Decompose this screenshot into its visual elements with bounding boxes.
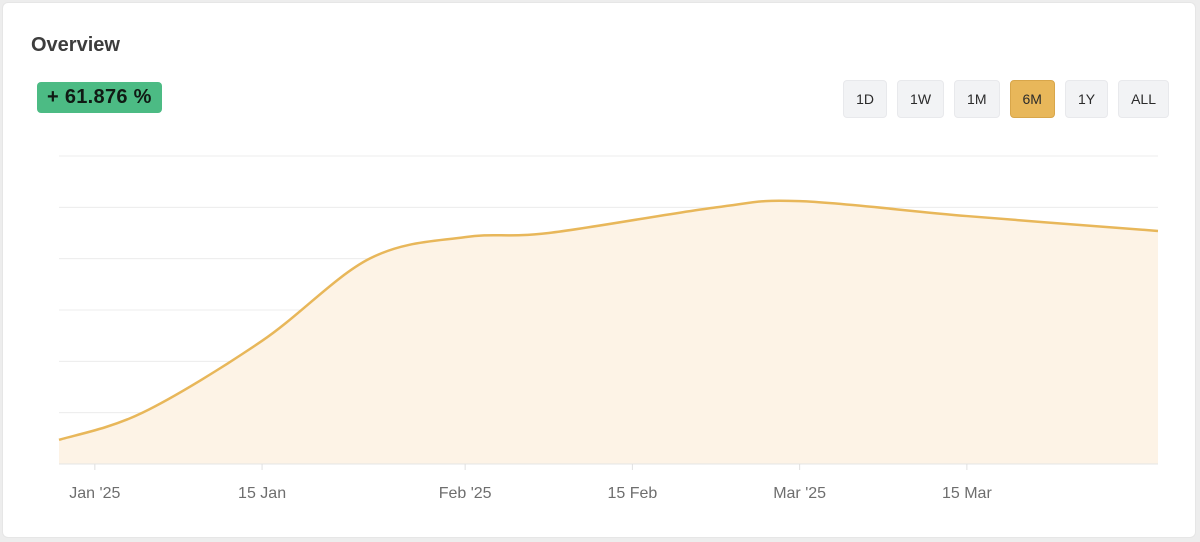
range-selector: 1D 1W 1M 6M 1Y ALL	[843, 80, 1169, 118]
x-tick-label: Mar '25	[773, 485, 826, 502]
range-button-1d[interactable]: 1D	[843, 80, 888, 118]
x-tick-label: Feb '25	[439, 485, 492, 502]
range-button-all[interactable]: ALL	[1118, 80, 1169, 118]
page-title: Overview	[31, 34, 120, 56]
x-tick-label: 15 Feb	[607, 485, 657, 502]
range-button-1m[interactable]: 1M	[954, 80, 1000, 118]
series-area	[59, 200, 1158, 464]
range-button-6m[interactable]: 6M	[1009, 80, 1055, 118]
change-badge: + 61.876 %	[37, 82, 162, 113]
x-tick-label: 15 Jan	[238, 485, 286, 502]
range-button-1y[interactable]: 1Y	[1064, 80, 1109, 118]
series-line	[58, 199, 1159, 442]
x-tick-label: 15 Mar	[942, 485, 992, 502]
range-button-1w[interactable]: 1W	[897, 80, 945, 118]
x-tick-label: Jan '25	[69, 485, 120, 502]
